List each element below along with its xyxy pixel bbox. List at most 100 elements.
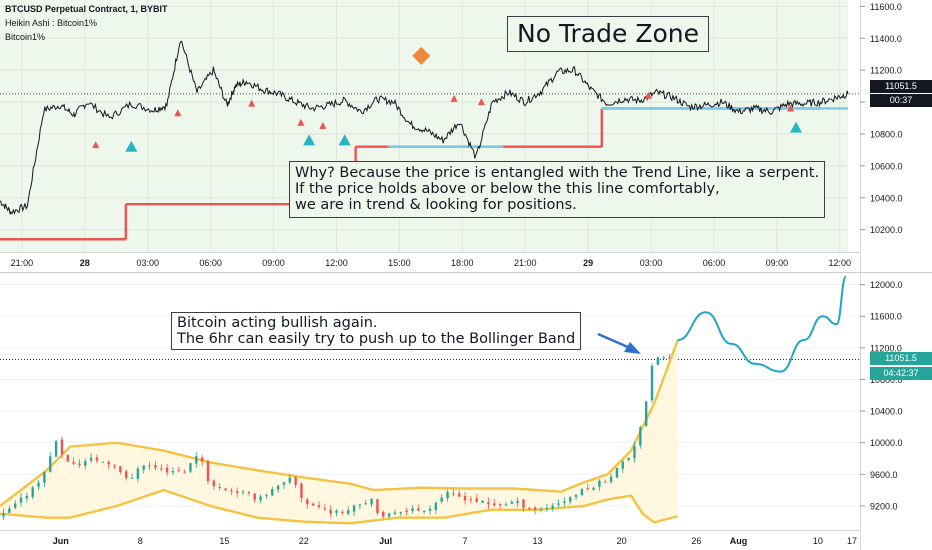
signal-down-marker — [319, 122, 327, 129]
candle-body — [317, 505, 321, 508]
candle-body — [522, 499, 525, 508]
top-x-tick-label: 09:00 — [262, 258, 285, 268]
indicator-label: Heikin Ashi : Bitcoin1% — [5, 18, 98, 28]
bottom-y-tick-label: 10000.0 — [870, 438, 903, 448]
candle-body — [668, 357, 671, 359]
explain-line-1: Why? Because the price is entangled with… — [295, 165, 820, 181]
bottom-x-tick-label: Aug — [730, 536, 748, 546]
bottom-x-tick-label: 22 — [299, 536, 309, 546]
candle-body — [160, 468, 163, 470]
candle-body — [84, 461, 87, 466]
explain-box: Why? Because the price is entangled with… — [289, 161, 826, 218]
candle-body — [399, 512, 402, 514]
signal-down-marker — [450, 94, 458, 102]
candle-body — [411, 508, 414, 512]
candle-body — [493, 503, 496, 506]
candle-body — [89, 457, 93, 461]
candle-body — [136, 468, 140, 479]
candle-body — [124, 471, 128, 479]
signal-down-marker — [174, 109, 182, 117]
candle-body — [206, 461, 210, 482]
signal-down-marker — [92, 141, 100, 149]
bottom-y-tick-label: 9200.0 — [870, 501, 898, 511]
bottom-price-tag: 11051.5 — [870, 352, 932, 365]
candle-body — [510, 502, 513, 504]
candle-body — [200, 457, 204, 462]
candle-body — [148, 465, 151, 467]
bottom-price-series — [0, 275, 860, 525]
candle-body — [563, 501, 566, 503]
candle-body — [463, 496, 467, 501]
candle-body — [101, 461, 105, 463]
candle-body — [627, 457, 630, 460]
signal-up-marker — [125, 140, 138, 152]
candle-body — [586, 488, 589, 490]
candle-body — [528, 507, 531, 509]
candle-body — [212, 480, 216, 487]
signal-up-marker — [303, 134, 316, 146]
candle-body — [8, 508, 11, 513]
symbol-title: BTCUSD Perpetual Contract, 1, BYBIT — [5, 4, 168, 14]
candle-body — [557, 503, 560, 505]
bottom-y-tick-label: 9600.0 — [870, 470, 898, 480]
candle-body — [165, 467, 169, 473]
candle-body — [539, 508, 543, 510]
candle-body — [580, 489, 584, 495]
bottom-x-tick-label: 7 — [463, 536, 468, 546]
candle-body — [189, 463, 192, 472]
candle-body — [60, 439, 64, 455]
candle-body — [533, 507, 537, 510]
candle-body — [644, 401, 648, 426]
top-countdown-tag: 00:37 — [870, 94, 932, 107]
candle-body — [452, 493, 455, 495]
candle-body — [498, 504, 502, 506]
bullish-line-1: Bitcoin acting bullish again. — [177, 315, 378, 331]
candle-body — [323, 508, 327, 510]
top-x-tick-label: 12:00 — [325, 258, 348, 268]
top-y-tick-label: 10800.0 — [870, 129, 903, 139]
bottom-x-tick-label: Jun — [53, 536, 69, 546]
candle-body — [95, 457, 99, 461]
no-trade-zone-box: No Trade Zone — [507, 16, 709, 52]
candle-body — [311, 503, 315, 506]
top-x-tick-label: 06:00 — [199, 258, 222, 268]
signal-markers — [92, 46, 803, 152]
explain-line-3: we are in trend & looking for positions. — [295, 197, 577, 214]
top-x-tick-label: 21:00 — [514, 258, 537, 268]
bullish-line-2: The 6hr can easily try to push up to the… — [177, 331, 576, 348]
top-y-tick-label: 10400.0 — [870, 193, 903, 203]
bottom-x-tick-label: 26 — [691, 536, 701, 546]
candle-body — [195, 456, 198, 464]
candle-body — [271, 489, 274, 496]
bottom-x-tick-label: 20 — [617, 536, 627, 546]
candle-body — [551, 505, 554, 509]
candle-body — [224, 488, 227, 490]
candle-body — [2, 513, 5, 517]
candle-body — [382, 511, 385, 517]
candle-body — [265, 494, 268, 496]
candle-body — [54, 441, 58, 457]
candle-body — [446, 492, 449, 499]
top-price-tag: 11051.5 — [870, 80, 932, 93]
candle-body — [376, 499, 379, 514]
top-y-tick-label: 11400.0 — [870, 34, 902, 44]
candle-body — [276, 485, 280, 490]
signal-down-marker — [644, 91, 652, 99]
candle-body — [347, 510, 350, 514]
explain-line-2: If the price holds above or below the th… — [295, 181, 720, 198]
arrow-shaft — [597, 332, 631, 350]
candle-body — [335, 510, 338, 513]
candle-body — [633, 445, 636, 459]
candle-body — [516, 500, 519, 504]
bottom-y-tick-label: 10400.0 — [870, 407, 903, 417]
top-x-tick-label: 03:00 — [640, 258, 663, 268]
candle-body — [142, 465, 145, 470]
candle-body — [247, 492, 251, 494]
top-x-tick-label: 03:00 — [136, 258, 159, 268]
top-x-tick-label: 28 — [80, 258, 90, 268]
bottom-x-tick-label: 10 — [813, 536, 823, 546]
candle-body — [288, 477, 291, 483]
top-y-tick-label: 11200.0 — [870, 66, 902, 76]
signal-up-marker — [338, 134, 351, 146]
candle-body — [37, 482, 40, 487]
